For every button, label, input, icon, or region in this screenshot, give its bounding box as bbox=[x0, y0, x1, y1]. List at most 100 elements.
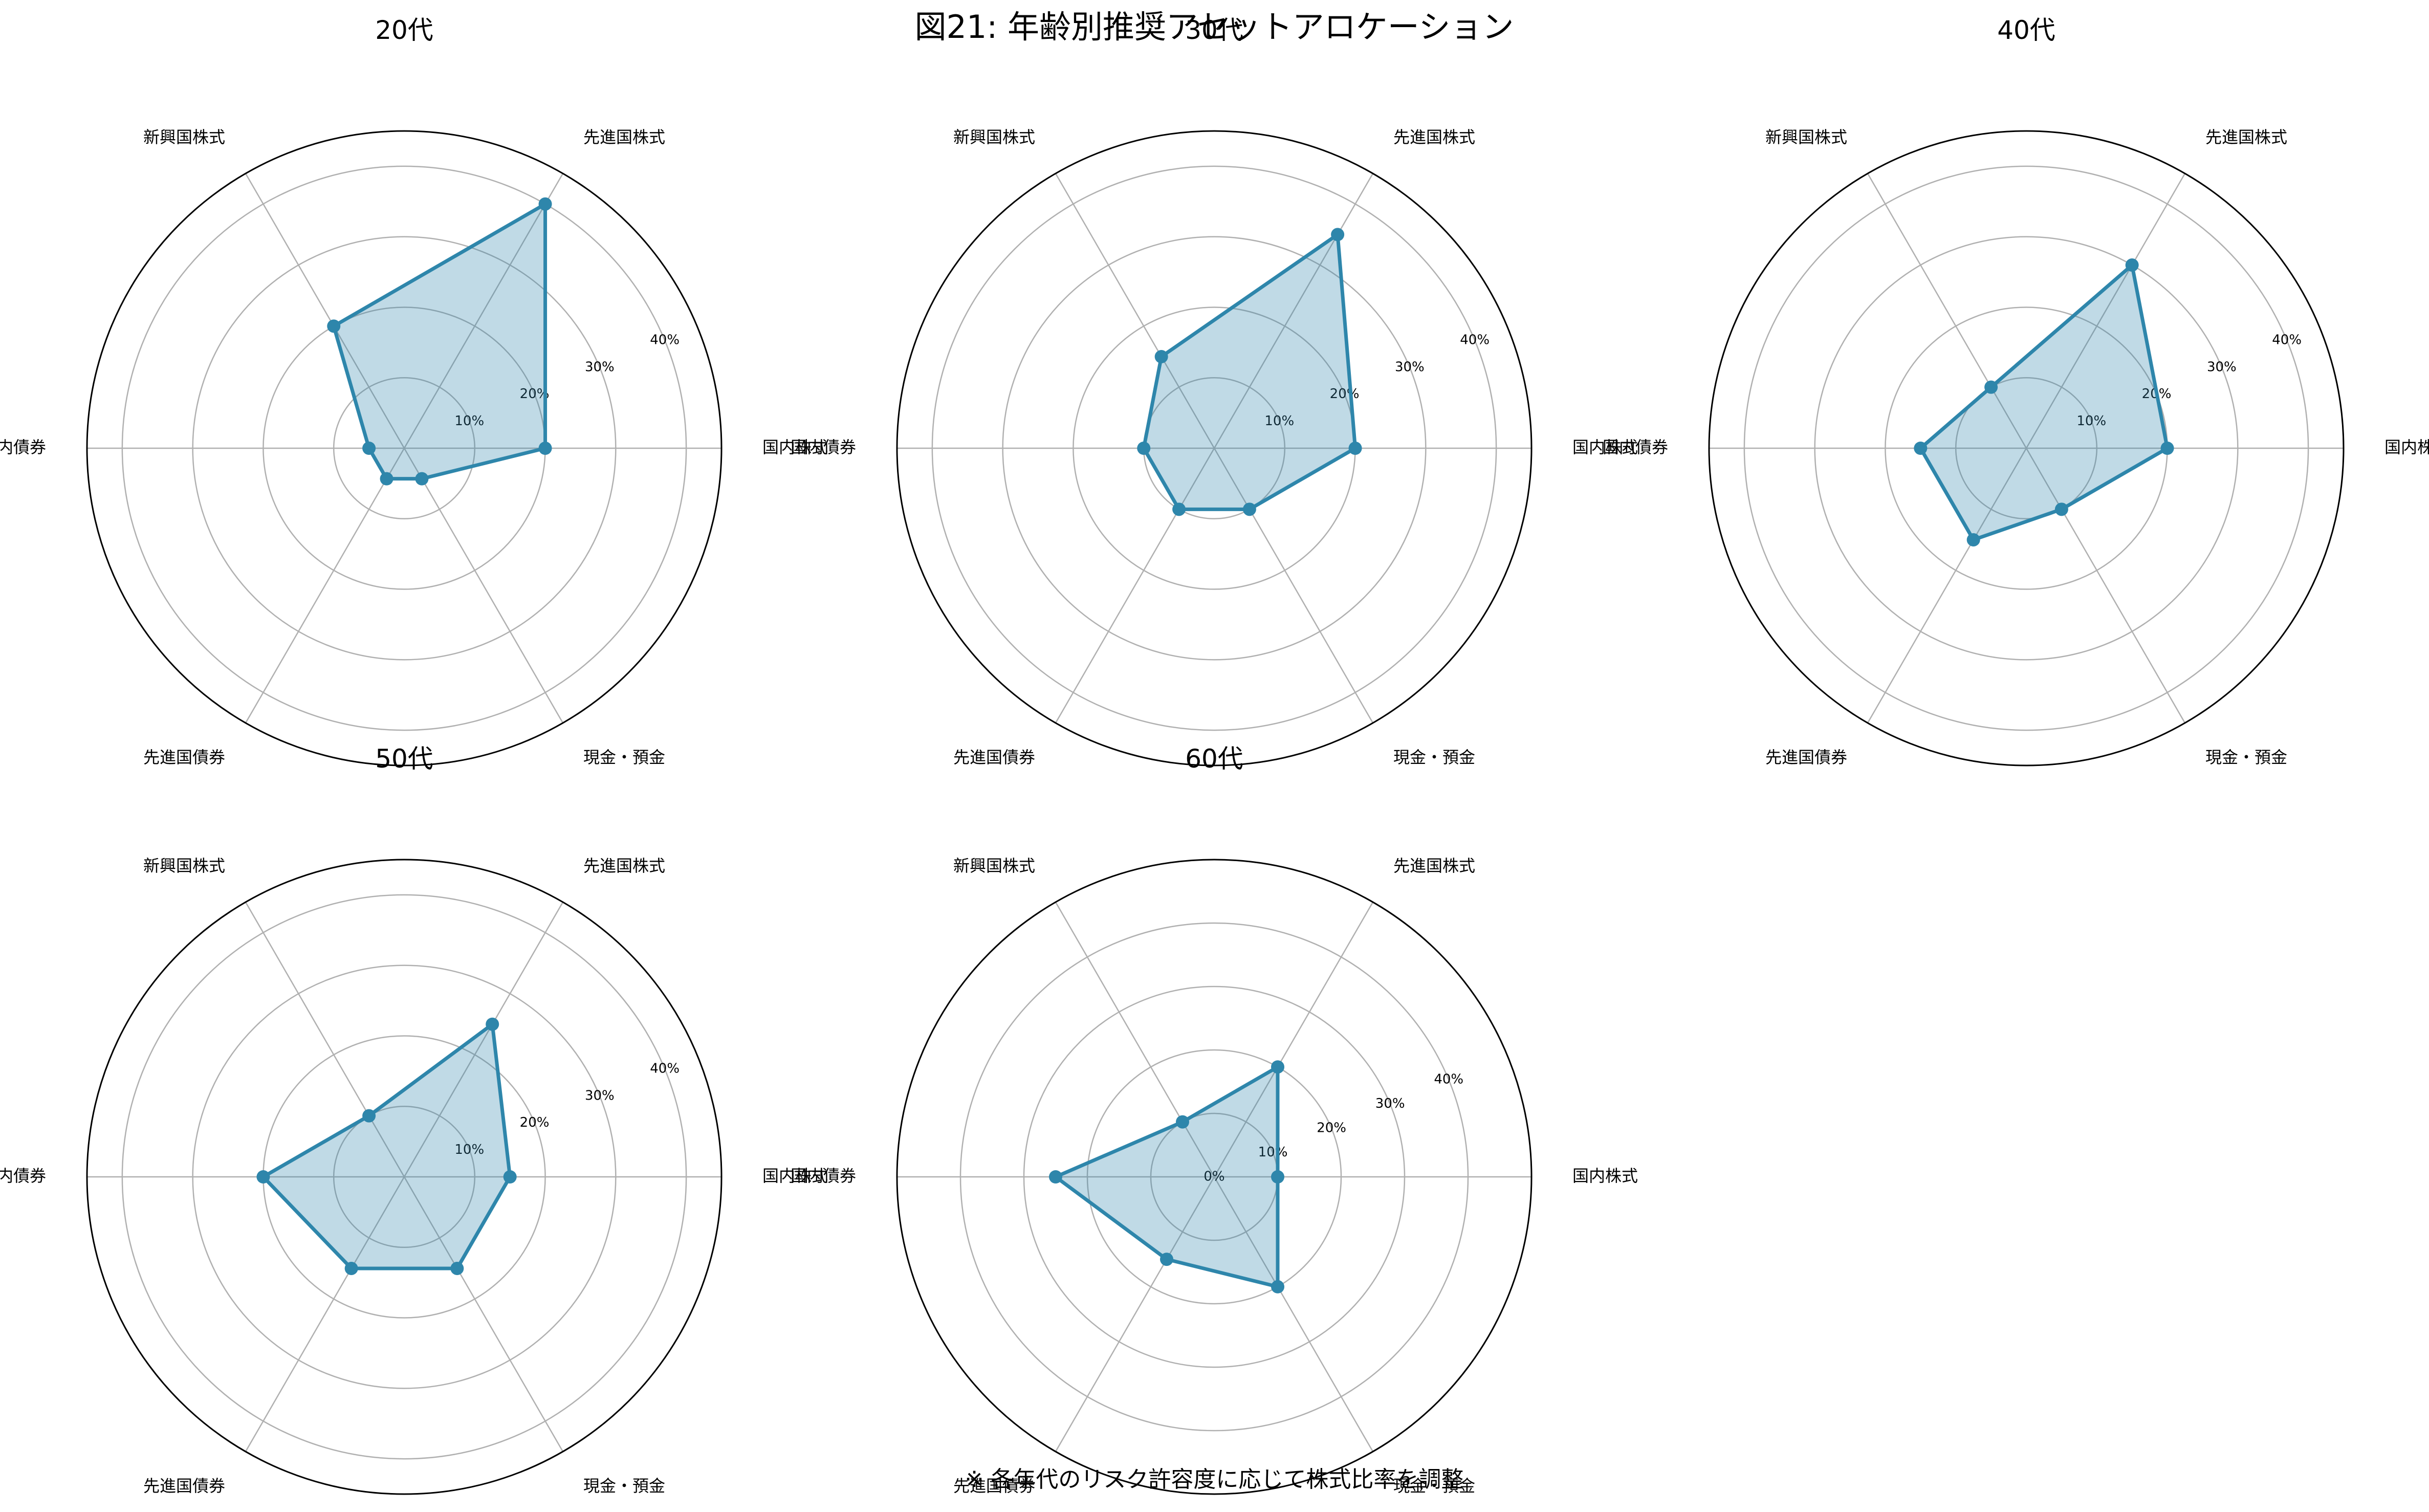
radar-panel: 国内株式先進国株式新興国株式国内債券先進国債券現金・預金10%20%30%40%… bbox=[791, 15, 1638, 767]
axis-label-developed-stocks: 先進国株式 bbox=[583, 856, 665, 875]
data-point-developed-stocks bbox=[1331, 228, 1345, 242]
axis-label-domestic-bonds: 国内債券 bbox=[791, 1166, 856, 1186]
axis-label-domestic-stocks: 国内株式 bbox=[762, 437, 828, 457]
panel-title: 50代 bbox=[375, 744, 433, 774]
axis-label-cash-deposits: 現金・預金 bbox=[583, 748, 665, 767]
axis-label-cash-deposits: 現金・預金 bbox=[1393, 748, 1475, 767]
radial-tick-label: 40% bbox=[650, 333, 680, 348]
panel-title: 40代 bbox=[1997, 15, 2055, 45]
data-point-developed-bonds bbox=[1172, 502, 1186, 516]
radial-tick-label: 30% bbox=[1395, 359, 1425, 375]
axis-label-developed-stocks: 先進国株式 bbox=[583, 127, 665, 147]
panel-title: 60代 bbox=[1185, 744, 1243, 774]
data-point-developed-stocks bbox=[486, 1017, 499, 1031]
spoke-gridline bbox=[403, 448, 564, 724]
radial-tick-label: 30% bbox=[1375, 1096, 1405, 1111]
spoke-gridline bbox=[245, 1176, 405, 1452]
panel-title: 30代 bbox=[1185, 15, 1243, 45]
axis-label-domestic-bonds: 国内債券 bbox=[1603, 437, 1668, 457]
axis-label-emerging-stocks: 新興国株式 bbox=[143, 127, 225, 147]
series-area bbox=[261, 1022, 512, 1270]
data-point-cash-deposits bbox=[1242, 502, 1256, 516]
radar-panel: 国内株式先進国株式新興国株式国内債券先進国債券現金・預金10%20%30%40%… bbox=[0, 15, 828, 767]
axis-label-developed-stocks: 先進国株式 bbox=[1393, 856, 1475, 875]
data-point-cash-deposits bbox=[450, 1261, 464, 1275]
spoke-gridline bbox=[1213, 1176, 1374, 1452]
data-point-emerging-stocks bbox=[1984, 380, 1998, 394]
axis-label-developed-bonds: 先進国債券 bbox=[953, 748, 1035, 767]
axis-label-developed-bonds: 先進国債券 bbox=[143, 1476, 225, 1496]
spoke-gridline bbox=[1055, 173, 1215, 449]
radial-tick-label: 0% bbox=[1203, 1169, 1224, 1185]
data-point-domestic-stocks bbox=[503, 1170, 517, 1184]
spoke-gridline bbox=[1055, 902, 1215, 1177]
axis-label-domestic-stocks: 国内株式 bbox=[1572, 437, 1638, 457]
radial-tick-label: 40% bbox=[1434, 1072, 1463, 1087]
data-point-cash-deposits bbox=[2054, 502, 2068, 516]
outer-frame bbox=[896, 859, 1533, 1495]
radial-tick-label: 40% bbox=[2272, 333, 2302, 348]
data-point-domestic-bonds bbox=[1914, 442, 1928, 455]
radial-tick-label: 20% bbox=[1317, 1121, 1346, 1136]
data-point-developed-stocks bbox=[538, 197, 552, 211]
spoke-gridline bbox=[2025, 173, 2186, 449]
spoke-gridline bbox=[1213, 173, 1374, 449]
radar-panels: 国内株式先進国株式新興国株式国内債券先進国債券現金・預金10%20%30%40%… bbox=[0, 15, 2429, 1496]
axis-label-cash-deposits: 現金・預金 bbox=[2205, 748, 2287, 767]
data-point-domestic-stocks bbox=[538, 442, 552, 455]
spoke-gridline bbox=[403, 173, 564, 449]
series-area bbox=[332, 202, 548, 481]
axis-label-emerging-stocks: 新興国株式 bbox=[1765, 127, 1847, 147]
radial-tick-label: 10% bbox=[454, 413, 484, 429]
data-point-cash-deposits bbox=[415, 472, 429, 486]
data-point-emerging-stocks bbox=[362, 1109, 376, 1123]
spoke-gridline bbox=[245, 448, 405, 724]
radial-tick-label: 10% bbox=[454, 1142, 484, 1157]
radial-tick-label: 30% bbox=[2207, 359, 2237, 375]
spoke-gridline bbox=[245, 902, 405, 1177]
axis-label-emerging-stocks: 新興国株式 bbox=[953, 127, 1035, 147]
data-point-domestic-stocks bbox=[1271, 1170, 1284, 1184]
outer-frame bbox=[86, 130, 723, 766]
radial-tick-label: 10% bbox=[1264, 413, 1294, 429]
data-point-developed-bonds bbox=[1160, 1253, 1173, 1266]
outer-frame bbox=[1708, 130, 2345, 766]
data-point-domestic-bonds bbox=[1049, 1170, 1062, 1184]
footnote: ※ 各年代のリスク許容度に応じて株式比率を調整 bbox=[965, 1466, 1464, 1493]
data-point-developed-stocks bbox=[1271, 1060, 1284, 1074]
data-point-developed-stocks bbox=[2125, 258, 2139, 272]
data-point-developed-bonds bbox=[380, 472, 393, 486]
data-point-developed-bonds bbox=[1966, 533, 1980, 546]
axis-label-developed-bonds: 先進国債券 bbox=[1765, 748, 1847, 767]
radial-tick-label: 20% bbox=[520, 1115, 550, 1130]
radar-panel: 国内株式先進国株式新興国株式国内債券先進国債券現金・預金10%20%30%40%… bbox=[0, 744, 828, 1496]
radial-tick-label: 30% bbox=[585, 1088, 615, 1103]
data-point-emerging-stocks bbox=[327, 319, 341, 333]
data-point-emerging-stocks bbox=[1176, 1115, 1189, 1129]
spoke-gridline bbox=[1213, 902, 1374, 1177]
radial-tick-label: 40% bbox=[1460, 333, 1490, 348]
spoke-gridline bbox=[2025, 448, 2186, 724]
page-title: 図21: 年齢別推奨アセットアロケーション bbox=[914, 8, 1514, 46]
radial-tick-label: 40% bbox=[650, 1061, 680, 1077]
data-point-cash-deposits bbox=[1271, 1280, 1284, 1294]
axis-label-developed-bonds: 先進国債券 bbox=[953, 1476, 1035, 1496]
axis-label-developed-bonds: 先進国債券 bbox=[143, 748, 225, 767]
data-point-domestic-bonds bbox=[1137, 442, 1151, 455]
radial-tick-label: 10% bbox=[2076, 413, 2106, 429]
data-point-domestic-bonds bbox=[362, 442, 376, 455]
axis-label-domestic-bonds: 国内債券 bbox=[0, 1166, 46, 1186]
radial-tick-label: 30% bbox=[585, 359, 615, 375]
series-area bbox=[1918, 263, 2170, 542]
radial-tick-label: 10% bbox=[1258, 1145, 1288, 1160]
axis-label-emerging-stocks: 新興国株式 bbox=[143, 856, 225, 875]
spoke-gridline bbox=[403, 902, 564, 1177]
axis-label-domestic-bonds: 国内債券 bbox=[0, 437, 46, 457]
axis-label-domestic-stocks: 国内株式 bbox=[762, 1166, 828, 1186]
data-point-domestic-stocks bbox=[1348, 442, 1362, 455]
spoke-gridline bbox=[1867, 448, 2027, 724]
data-point-emerging-stocks bbox=[1154, 350, 1168, 364]
data-point-domestic-bonds bbox=[256, 1170, 270, 1184]
